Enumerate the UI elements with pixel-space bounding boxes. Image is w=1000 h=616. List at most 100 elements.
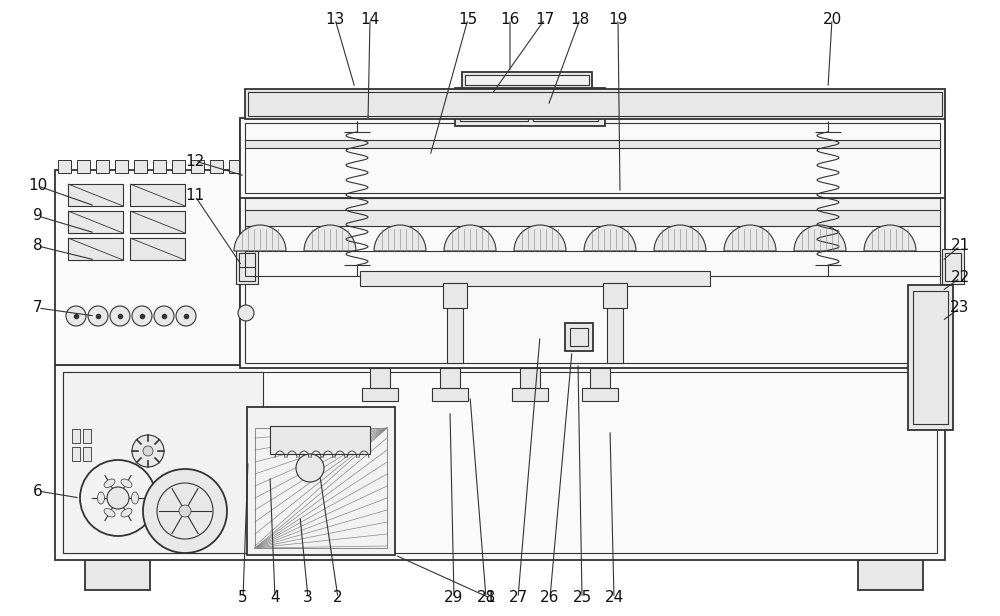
Bar (520, 368, 540, 388)
Bar (447, 293, 463, 363)
Text: 2: 2 (333, 591, 343, 606)
Bar (945, 253, 961, 281)
Bar (248, 92, 942, 116)
Wedge shape (864, 225, 916, 251)
Bar (255, 428, 387, 548)
Text: 14: 14 (360, 12, 380, 26)
Text: 7: 7 (33, 301, 43, 315)
Text: 4: 4 (270, 591, 280, 606)
Text: 28: 28 (476, 591, 496, 606)
Text: 16: 16 (500, 12, 520, 26)
Text: 18: 18 (570, 12, 590, 26)
Bar (455, 88, 605, 126)
Text: 3: 3 (303, 591, 313, 606)
Bar (590, 368, 610, 388)
Text: 11: 11 (185, 188, 205, 203)
Bar (607, 293, 623, 363)
Bar (172, 160, 185, 173)
Bar (77, 160, 90, 173)
Wedge shape (584, 225, 636, 251)
Bar (240, 120, 945, 368)
Bar (462, 72, 592, 88)
Text: 24: 24 (604, 591, 624, 606)
Bar (460, 93, 528, 121)
Circle shape (132, 306, 152, 326)
Bar (240, 118, 945, 198)
Wedge shape (304, 225, 356, 251)
Bar (55, 365, 945, 560)
Ellipse shape (98, 492, 104, 504)
Text: 5: 5 (238, 591, 248, 606)
Ellipse shape (121, 508, 132, 517)
Circle shape (176, 306, 196, 326)
Bar (582, 388, 618, 401)
Bar (465, 75, 589, 85)
Bar (270, 426, 370, 454)
Bar (245, 89, 945, 119)
Text: 17: 17 (535, 12, 555, 26)
Bar (533, 93, 598, 121)
Bar (130, 238, 185, 260)
Bar (440, 368, 460, 388)
Circle shape (238, 305, 254, 321)
Circle shape (88, 306, 108, 326)
Bar (96, 160, 109, 173)
Bar (603, 283, 627, 308)
Wedge shape (654, 225, 706, 251)
Bar (858, 560, 923, 590)
Bar (245, 208, 940, 226)
Text: 20: 20 (822, 12, 842, 26)
Bar (512, 388, 548, 401)
Text: 10: 10 (28, 179, 48, 193)
Bar (191, 160, 204, 173)
Bar (443, 283, 467, 308)
Text: 26: 26 (540, 591, 560, 606)
Bar (210, 160, 223, 173)
Text: 23: 23 (950, 301, 970, 315)
Bar (153, 160, 166, 173)
Bar (362, 388, 398, 401)
Bar (63, 372, 263, 553)
Circle shape (110, 306, 130, 326)
Wedge shape (724, 225, 776, 251)
Bar (913, 291, 948, 424)
Circle shape (143, 469, 227, 553)
Circle shape (107, 487, 129, 509)
Bar (229, 160, 242, 173)
Text: 15: 15 (458, 12, 478, 26)
Bar (72, 447, 80, 461)
Text: 1: 1 (485, 591, 495, 606)
Bar (68, 211, 123, 233)
Bar (130, 184, 185, 206)
Text: 6: 6 (33, 484, 43, 498)
Bar (245, 251, 940, 276)
Bar (83, 447, 91, 461)
Bar (360, 271, 710, 286)
Bar (432, 388, 468, 401)
Ellipse shape (132, 492, 138, 504)
Bar (72, 429, 80, 443)
Bar (236, 249, 258, 284)
Bar (245, 198, 940, 210)
Text: 29: 29 (444, 591, 464, 606)
Circle shape (179, 505, 191, 517)
Text: 8: 8 (33, 238, 43, 254)
Wedge shape (444, 225, 496, 251)
Bar (58, 160, 71, 173)
Bar (245, 123, 940, 193)
Bar (570, 328, 588, 346)
Bar (942, 249, 964, 284)
Text: 19: 19 (608, 12, 628, 26)
Bar (55, 170, 240, 365)
Text: 22: 22 (950, 270, 970, 285)
Wedge shape (374, 225, 426, 251)
Bar (68, 238, 123, 260)
Ellipse shape (121, 479, 132, 487)
Bar (245, 125, 940, 363)
Bar (134, 160, 147, 173)
Text: 12: 12 (185, 153, 205, 169)
Bar (245, 140, 940, 148)
Text: 21: 21 (950, 238, 970, 254)
Bar (115, 160, 128, 173)
Bar (85, 560, 150, 590)
